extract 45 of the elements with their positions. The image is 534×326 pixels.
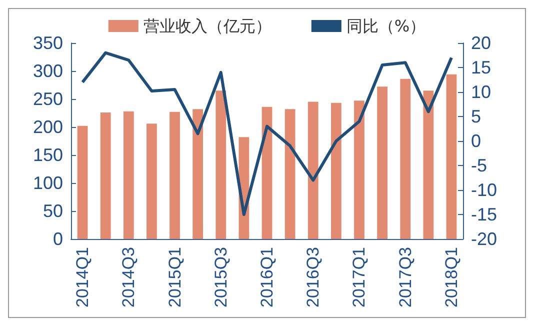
y2-tick-label: 10	[471, 82, 492, 102]
y2-tick-label: -20	[471, 229, 498, 249]
bar	[400, 78, 411, 239]
y2-tick-label: -15	[471, 204, 498, 224]
bar	[423, 90, 434, 239]
x-tick-label: 2014Q3	[119, 247, 138, 308]
x-tick-label: 2016Q3	[304, 247, 323, 308]
y-tick-label: 350	[32, 33, 63, 53]
bar	[284, 109, 296, 239]
y-tick-label: 0	[52, 229, 63, 249]
y2-tick-label: 0	[471, 131, 482, 151]
y-tick-label: 250	[32, 89, 63, 109]
y2-tick-label: -10	[471, 180, 498, 200]
line-series	[81, 51, 453, 216]
y-tick-label: 100	[32, 173, 63, 193]
bar	[146, 124, 157, 239]
bar	[446, 74, 457, 239]
legend-label: 同比（%）	[346, 16, 426, 36]
y-tick-label: 50	[42, 201, 63, 221]
bar	[308, 102, 318, 239]
bar	[100, 112, 111, 239]
bar	[123, 111, 134, 239]
bar	[377, 86, 388, 239]
x-tick-label: 2015Q3	[211, 247, 230, 308]
legend-label: 营业收入（亿元）	[143, 16, 272, 36]
y2-tick-label: 5	[471, 106, 482, 126]
bar	[192, 109, 204, 239]
y-tick-label: 300	[32, 61, 63, 81]
bar	[262, 106, 272, 239]
x-tick-label: 2017Q3	[396, 247, 415, 308]
x-tick-label: 2017Q1	[350, 247, 369, 308]
bar	[354, 100, 364, 239]
y-tick-label: 200	[32, 117, 63, 137]
y2-tick-label: -5	[471, 156, 488, 176]
x-tick-label: 2016Q1	[258, 247, 276, 308]
bar	[170, 112, 180, 239]
x-tick-label: 2014Q1	[73, 247, 92, 308]
x-tick-label: 2018Q1	[442, 247, 461, 308]
y-tick-label: 150	[32, 145, 63, 165]
bar	[77, 126, 88, 239]
bar	[216, 90, 226, 239]
y2-tick-label: 15	[471, 58, 492, 78]
y2-tick-label: 20	[471, 33, 492, 53]
x-tick-label: 2015Q1	[165, 247, 184, 308]
bar	[330, 102, 342, 239]
